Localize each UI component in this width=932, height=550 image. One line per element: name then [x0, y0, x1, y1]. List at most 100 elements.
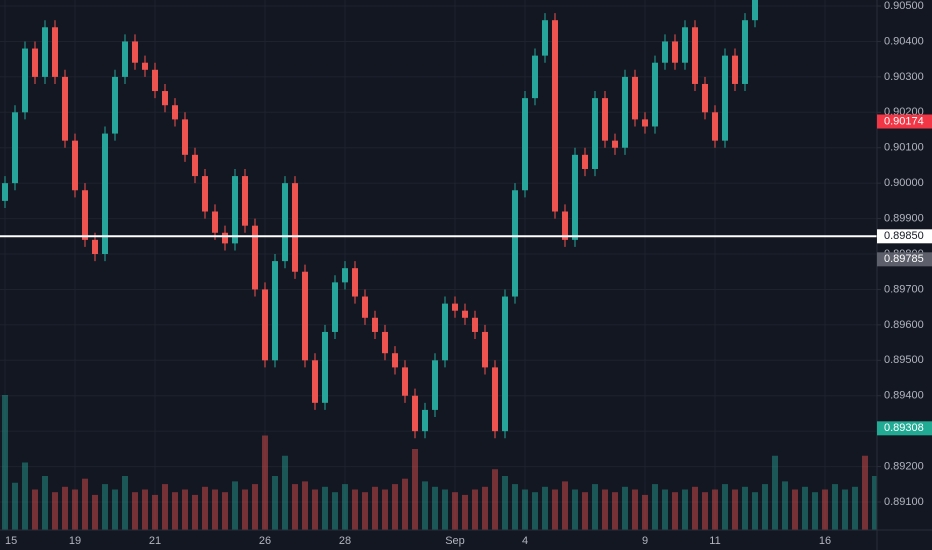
candle-body: [602, 98, 608, 141]
candle-body: [642, 119, 648, 127]
candle-body: [712, 112, 718, 141]
volume-bar: [152, 494, 158, 530]
axis-layer: 0.891000.892000.893000.894000.895000.896…: [5, 0, 932, 547]
candle-body: [372, 317, 378, 332]
x-tick-label: 26: [259, 535, 271, 547]
candle-body: [422, 409, 428, 432]
candle-body: [182, 119, 188, 155]
candle-body: [112, 76, 118, 134]
candle-body: [252, 225, 258, 290]
candle-body: [582, 154, 588, 169]
volume-bar: [172, 492, 178, 530]
volume-bar: [752, 492, 758, 530]
candle-body: [662, 41, 668, 63]
volume-bar: [592, 484, 598, 530]
y-tick-label: 0.89400: [884, 390, 924, 402]
volume-bar: [522, 489, 528, 530]
volume-bar: [452, 492, 458, 530]
volume-bar: [782, 481, 788, 530]
candle-body: [432, 360, 438, 410]
volume-bar: [442, 489, 448, 530]
volume-bar: [502, 476, 508, 530]
price-tag: [877, 114, 932, 129]
volume-bar: [762, 484, 768, 530]
candle-body: [412, 395, 418, 432]
candle-body: [542, 20, 548, 56]
volume-bar: [72, 489, 78, 530]
x-tick-label: 16: [819, 535, 831, 547]
volume-bar: [92, 494, 98, 530]
volume-bar: [822, 489, 828, 530]
volume-bar: [742, 486, 748, 530]
volume-bar: [52, 492, 58, 530]
volume-bar: [22, 462, 28, 530]
volume-bar: [582, 492, 588, 530]
volume-bar: [362, 492, 368, 530]
volume-bar: [282, 455, 288, 530]
y-tick-label: 0.89600: [884, 319, 924, 331]
volume-bar: [842, 489, 848, 530]
candle-body: [532, 55, 538, 99]
volume-bar: [832, 484, 838, 530]
candle-body: [492, 367, 498, 432]
candle-body: [472, 317, 478, 332]
volume-bar: [862, 455, 868, 530]
volume-bar: [392, 484, 398, 530]
candle-body: [522, 98, 528, 191]
candle-body: [32, 48, 38, 77]
y-tick-label: 0.90400: [884, 35, 924, 47]
volume-bar: [662, 489, 668, 530]
volume-bar: [422, 481, 428, 530]
candle-body: [682, 27, 688, 63]
volume-bar: [682, 489, 688, 530]
volume-bar: [432, 486, 438, 530]
candle-body: [622, 76, 628, 148]
volume-bar: [12, 482, 18, 530]
candle-body: [232, 176, 238, 244]
volume-bar: [712, 489, 718, 530]
y-tick-label: 0.90500: [884, 0, 924, 12]
candle-body: [632, 76, 638, 120]
volume-bar: [162, 484, 168, 530]
volume-bar: [462, 494, 468, 530]
candle-body: [392, 353, 398, 368]
candle-body: [402, 367, 408, 396]
candle-body: [102, 133, 108, 255]
y-tick-label: 0.90300: [884, 71, 924, 83]
grid: [0, 0, 877, 530]
volume-bar: [212, 489, 218, 530]
volume-bar: [802, 486, 808, 530]
candle-body: [612, 140, 618, 148]
volume-bar: [602, 489, 608, 530]
volume-bar: [312, 489, 318, 530]
volume-bar: [612, 492, 618, 530]
volume-bar: [42, 476, 48, 530]
candle-body: [592, 98, 598, 169]
candle-body: [12, 112, 18, 184]
x-tick-label: 9: [642, 535, 648, 547]
volume-bar: [222, 492, 228, 530]
candle-body: [272, 261, 278, 361]
candle-body: [652, 62, 658, 127]
volume-bar: [272, 476, 278, 530]
volume-bar: [342, 484, 348, 530]
candle-body: [42, 27, 48, 77]
volume-bar: [732, 489, 738, 530]
candle-body: [162, 91, 168, 106]
candle-body: [352, 268, 358, 297]
volume-bar: [482, 486, 488, 530]
candle-body: [462, 310, 468, 318]
volume-bar: [672, 492, 678, 530]
volume-bar: [302, 481, 308, 530]
candle-body: [52, 27, 58, 77]
y-tick-label: 0.89900: [884, 212, 924, 224]
candle-body: [242, 176, 248, 226]
volume-bar: [492, 469, 498, 530]
volume-bar: [642, 494, 648, 530]
candle-body: [302, 271, 308, 361]
volume-bar: [262, 435, 268, 530]
y-tick-label: 0.89200: [884, 460, 924, 472]
candle-body: [512, 190, 518, 297]
volume-bar: [372, 486, 378, 530]
